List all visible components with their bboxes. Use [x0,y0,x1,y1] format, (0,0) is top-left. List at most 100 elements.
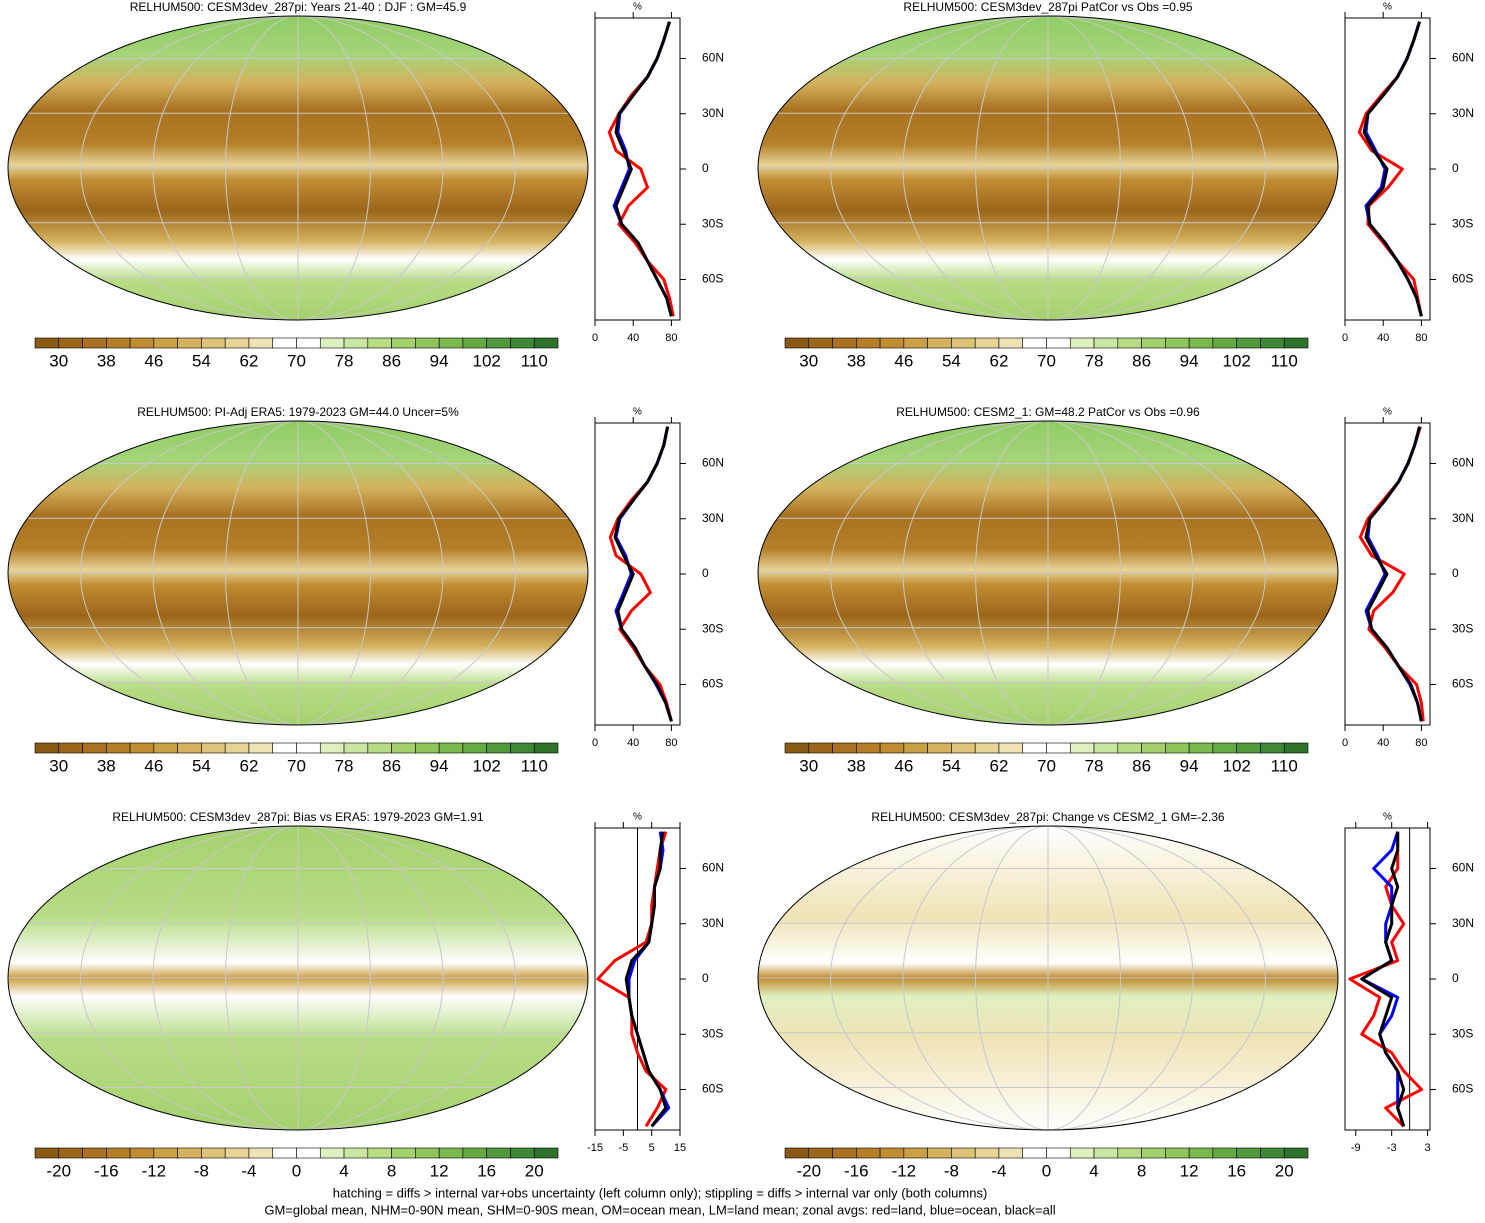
colorbar-label: 54 [942,351,961,370]
zonal-line [607,21,675,317]
y-tick-label: 60S [1452,677,1473,691]
colorbar-box [533,337,559,349]
colorbar-box [1069,1147,1095,1159]
colorbar-box [903,1147,928,1159]
x-tick-label: 40 [627,332,639,344]
colorbar-box [1236,742,1261,754]
colorbar-label: 38 [97,756,116,775]
colorbar-box [1141,1147,1166,1159]
colorbar-box [1188,337,1214,349]
colorbar-box [1022,1147,1047,1159]
colorbar-box [510,337,535,349]
colorbar-box [974,1147,1000,1159]
map-title: RELHUM500: CESM3dev_287pi PatCor vs Obs … [903,0,1192,14]
zonal-line [1360,831,1406,1127]
colorbar-box [129,337,155,349]
colorbar-label: 62 [239,351,258,370]
colorbar-label: 16 [477,1161,496,1180]
colorbar-label: 20 [525,1161,544,1180]
footer-line: GM=global mean, NHM=0-90N mean, SHM=0-90… [264,1202,1055,1217]
colorbar-box [533,1147,559,1159]
colorbar-label: 0 [292,1161,301,1180]
x-tick-label: 80 [1415,737,1427,749]
colorbar-box [879,1147,905,1159]
colorbar-label: 46 [144,351,163,370]
colorbar-box [998,1147,1024,1159]
colorbar-box [462,742,487,754]
colorbar-label: 12 [1180,1161,1199,1180]
colorbar-label: 102 [1222,351,1250,370]
colorbar-box [832,337,857,349]
colorbar-box [808,1147,833,1159]
map-border [7,825,589,1131]
y-tick-label: 60N [702,861,724,875]
y-tick-label: 0 [1452,161,1459,175]
colorbar-box [832,1147,857,1159]
colorbar-box [438,742,464,754]
colorbar-box [1212,337,1237,349]
colorbar-box [1117,337,1142,349]
colorbar-box [177,337,202,349]
y-tick-label: 30S [1452,1026,1473,1040]
colorbar-box [438,1147,464,1159]
colorbar-box [415,337,440,349]
colorbar-box [784,742,810,754]
x-tick-label: -15 [587,1142,603,1154]
colorbar-label: 102 [472,756,500,775]
map-title: RELHUM500: CESM2_1: GM=48.2 PatCor vs Ob… [896,405,1200,419]
colorbar-label: -4 [241,1161,256,1180]
colorbar-label: 16 [1227,1161,1246,1180]
colorbar-label: 62 [239,756,258,775]
colorbar-box [82,337,107,349]
y-tick-label: 30N [1452,916,1474,930]
colorbar-box [201,337,226,349]
colorbar-label: 30 [799,756,818,775]
y-tick-label: 0 [702,971,709,985]
colorbar-label: -12 [892,1161,917,1180]
colorbar-label: 110 [521,351,548,370]
colorbar-label: 94 [430,756,449,775]
colorbar-label: 62 [989,756,1008,775]
colorbar-box [58,337,83,349]
colorbar-box [248,1147,274,1159]
zonal-line [1348,831,1424,1128]
y-tick-label: 30N [702,106,724,120]
zonal-line [1360,831,1406,1127]
colorbar-box [82,742,107,754]
colorbar-label: -4 [991,1161,1006,1180]
colorbar-box [462,337,487,349]
colorbar-box [1283,1147,1309,1159]
colorbar-label: 86 [1132,351,1151,370]
colorbar-box [367,337,392,349]
colorbar-label: 46 [894,351,913,370]
y-tick-label: 30N [702,916,724,930]
x-tick-label: 3 [1425,1142,1431,1154]
colorbar-box [224,337,250,349]
colorbar-box [1236,337,1261,349]
zonal-line [624,831,668,1128]
colorbar-box [177,1147,202,1159]
colorbar-box [1141,337,1166,349]
zonal-line [627,831,671,1128]
colorbar-box [879,742,905,754]
colorbar-label: -12 [142,1161,167,1180]
y-tick-label: 60S [1452,1082,1473,1096]
zonal-line [1357,21,1423,317]
colorbar-box [1260,337,1285,349]
colorbar-box [367,742,392,754]
colorbar-box [34,337,60,349]
colorbar-box [106,1147,131,1159]
colorbar-box [1212,742,1237,754]
zonal-line [1358,426,1425,722]
colorbar-box [224,742,250,754]
colorbar-box [832,742,857,754]
colorbar-box [951,337,976,349]
colorbar-label: 4 [339,1161,348,1180]
colorbar-label: -16 [94,1161,119,1180]
colorbar-label: 94 [1180,351,1199,370]
x-tick-label: 80 [665,332,677,344]
colorbar-box [1022,337,1047,349]
colorbar-box [998,742,1024,754]
colorbar-label: 94 [430,351,449,370]
